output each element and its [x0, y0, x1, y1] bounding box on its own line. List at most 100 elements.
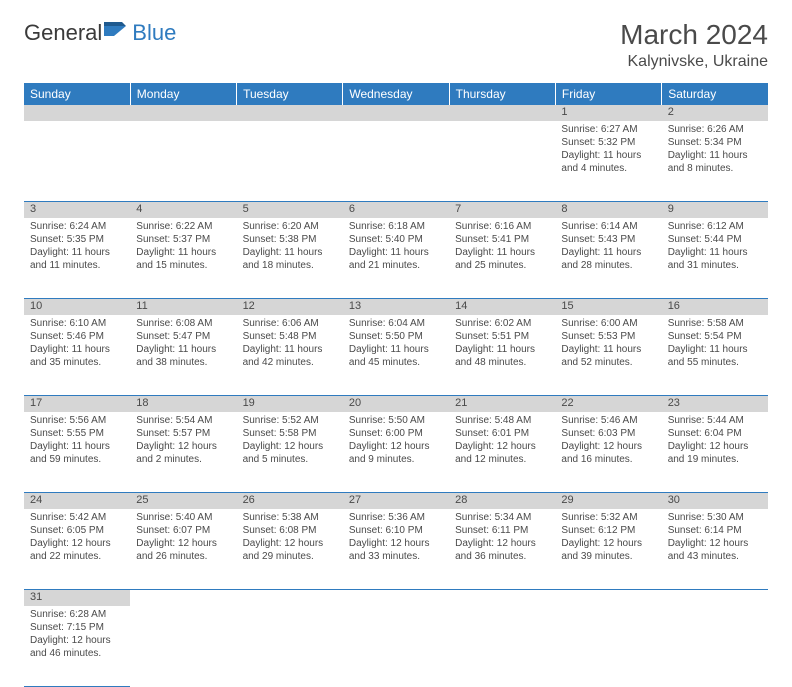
sunrise-text: Sunrise: 6:26 AM — [668, 123, 762, 136]
day-number-cell: 27 — [343, 492, 449, 509]
day-number-cell: 1 — [555, 105, 661, 121]
daylight-line2: and 12 minutes. — [455, 453, 549, 466]
daylight-line2: and 39 minutes. — [561, 550, 655, 563]
logo-text-2: Blue — [132, 20, 176, 46]
daylight-line2: and 4 minutes. — [561, 162, 655, 175]
day-number-cell: 19 — [237, 395, 343, 412]
sunrise-text: Sunrise: 5:32 AM — [561, 511, 655, 524]
day-content-cell: Sunrise: 6:04 AMSunset: 5:50 PMDaylight:… — [343, 315, 449, 396]
sunset-text: Sunset: 6:01 PM — [455, 427, 549, 440]
day-content-cell: Sunrise: 5:54 AMSunset: 5:57 PMDaylight:… — [130, 412, 236, 493]
sunset-text: Sunset: 5:35 PM — [30, 233, 124, 246]
title-block: March 2024 Kalynivske, Ukraine — [620, 20, 768, 71]
day-content-cell: Sunrise: 5:44 AMSunset: 6:04 PMDaylight:… — [662, 412, 768, 493]
logo-flag-icon — [104, 20, 130, 46]
sunrise-text: Sunrise: 6:22 AM — [136, 220, 230, 233]
daynum-row: 10111213141516 — [24, 298, 768, 315]
daylight-line1: Daylight: 11 hours — [561, 343, 655, 356]
daylight-line1: Daylight: 11 hours — [243, 343, 337, 356]
day-number-cell: 5 — [237, 201, 343, 218]
daylight-line1: Daylight: 12 hours — [455, 537, 549, 550]
sunset-text: Sunset: 6:03 PM — [561, 427, 655, 440]
day-content-cell: Sunrise: 5:36 AMSunset: 6:10 PMDaylight:… — [343, 509, 449, 590]
content-row: Sunrise: 6:24 AMSunset: 5:35 PMDaylight:… — [24, 218, 768, 299]
daylight-line1: Daylight: 11 hours — [136, 343, 230, 356]
content-row: Sunrise: 5:56 AMSunset: 5:55 PM Daylight:… — [24, 412, 768, 493]
day-content-cell — [343, 121, 449, 202]
day-number-cell: 15 — [555, 298, 661, 315]
col-wednesday: Wednesday — [343, 83, 449, 105]
day-number-cell — [662, 589, 768, 606]
day-number-cell: 31 — [24, 589, 130, 606]
col-monday: Monday — [130, 83, 236, 105]
daylight-line1: Daylight: 12 hours — [136, 440, 230, 453]
day-content-cell: Sunrise: 6:28 AMSunset: 7:15 PMDaylight:… — [24, 606, 130, 687]
daynum-row: 3456789 — [24, 201, 768, 218]
daylight-line2: and 35 minutes. — [30, 356, 124, 369]
day-number-cell: 24 — [24, 492, 130, 509]
daylight-line1: Daylight: 11 hours — [561, 149, 655, 162]
daylight-line1: Daylight: 11 hours — [668, 149, 762, 162]
day-content-cell: Sunrise: 6:12 AMSunset: 5:44 PMDaylight:… — [662, 218, 768, 299]
day-number-cell — [24, 105, 130, 121]
day-number-cell: 9 — [662, 201, 768, 218]
daylight-line1: Daylight: 12 hours — [455, 440, 549, 453]
sunrise-text: Sunrise: 6:10 AM — [30, 317, 124, 330]
daylight-line2: and 43 minutes. — [668, 550, 762, 563]
day-number-cell: 17 — [24, 395, 130, 412]
sunset-text: Sunset: 6:04 PM — [668, 427, 762, 440]
content-row: Sunrise: 6:28 AMSunset: 7:15 PMDaylight:… — [24, 606, 768, 687]
sunset-text: Sunset: 5:57 PM — [136, 427, 230, 440]
sunset-text: Sunset: 5:48 PM — [243, 330, 337, 343]
daylight-line1: Daylight: 12 hours — [243, 537, 337, 550]
daylight-line2: and 46 minutes. — [30, 647, 124, 660]
daylight-line1: Daylight: 11 hours — [455, 246, 549, 259]
daynum-row: 31 — [24, 589, 768, 606]
daylight-line2: and 45 minutes. — [349, 356, 443, 369]
sunrise-text: Sunrise: 6:02 AM — [455, 317, 549, 330]
day-content-cell: Sunrise: 5:50 AMSunset: 6:00 PMDaylight:… — [343, 412, 449, 493]
day-number-cell: 23 — [662, 395, 768, 412]
day-number-cell: 13 — [343, 298, 449, 315]
sunset-text: Sunset: 5:43 PM — [561, 233, 655, 246]
day-content-cell — [662, 606, 768, 687]
daylight-line2: and 52 minutes. — [561, 356, 655, 369]
daylight-line1: Daylight: 11 hours — [136, 246, 230, 259]
day-content-cell: Sunrise: 6:06 AMSunset: 5:48 PMDaylight:… — [237, 315, 343, 396]
sunset-text: Sunset: 5:38 PM — [243, 233, 337, 246]
sunrise-text: Sunrise: 5:56 AM — [30, 414, 124, 427]
day-content-cell: Sunrise: 6:24 AMSunset: 5:35 PMDaylight:… — [24, 218, 130, 299]
day-content-cell — [130, 121, 236, 202]
header: General Blue March 2024 Kalynivske, Ukra… — [24, 20, 768, 71]
sunset-text: Sunset: 5:55 PM — [30, 427, 124, 440]
daylight-line2: and 21 minutes. — [349, 259, 443, 272]
day-number-cell: 20 — [343, 395, 449, 412]
daylight-line2: and 33 minutes. — [349, 550, 443, 563]
calendar-table: Sunday Monday Tuesday Wednesday Thursday… — [24, 83, 768, 687]
sunset-text: Sunset: 6:11 PM — [455, 524, 549, 537]
day-content-cell — [237, 121, 343, 202]
content-row: Sunrise: 6:10 AMSunset: 5:46 PMDaylight:… — [24, 315, 768, 396]
col-sunday: Sunday — [24, 83, 130, 105]
month-title: March 2024 — [620, 20, 768, 51]
daylight-line1: Daylight: 12 hours — [561, 440, 655, 453]
daylight-line2: and 59 minutes. — [30, 453, 124, 466]
daylight-line2: and 31 minutes. — [668, 259, 762, 272]
content-row: Sunrise: 6:27 AMSunset: 5:32 PMDaylight:… — [24, 121, 768, 202]
sunrise-text: Sunrise: 6:00 AM — [561, 317, 655, 330]
daylight-line1: Daylight: 12 hours — [668, 440, 762, 453]
daynum-row: 17181920212223 — [24, 395, 768, 412]
sunrise-text: Sunrise: 5:34 AM — [455, 511, 549, 524]
sunrise-text: Sunrise: 5:30 AM — [668, 511, 762, 524]
daylight-line2: and 19 minutes. — [668, 453, 762, 466]
day-number-cell — [343, 589, 449, 606]
daylight-line1: Daylight: 11 hours — [349, 343, 443, 356]
day-number-cell: 25 — [130, 492, 236, 509]
daylight-line2: and 2 minutes. — [136, 453, 230, 466]
day-number-cell — [130, 105, 236, 121]
sunrise-text: Sunrise: 5:40 AM — [136, 511, 230, 524]
logo: General Blue — [24, 20, 176, 46]
sunset-text: Sunset: 6:00 PM — [349, 427, 443, 440]
daylight-line1: Daylight: 12 hours — [30, 634, 124, 647]
sunset-text: Sunset: 5:40 PM — [349, 233, 443, 246]
